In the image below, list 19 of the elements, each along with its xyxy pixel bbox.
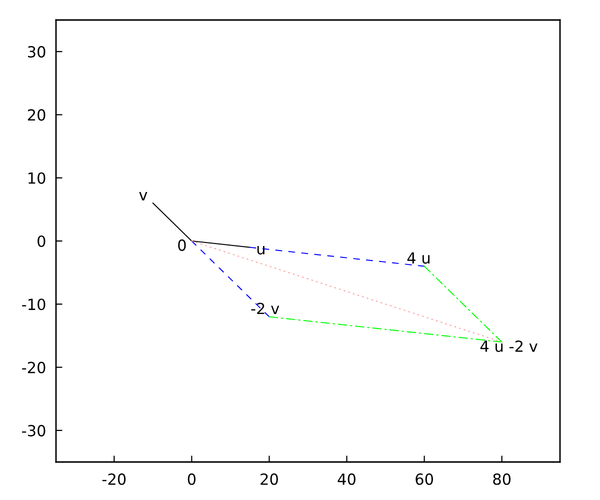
y-tick-label: 0 bbox=[38, 235, 46, 248]
x-tick-label: 40 bbox=[338, 473, 356, 485]
x-tick-label: 0 bbox=[188, 473, 196, 485]
annotation: 4 u -2 v bbox=[480, 340, 538, 352]
annotation: -2 v bbox=[251, 302, 280, 314]
y-tick-label: 10 bbox=[28, 172, 46, 184]
x-tick-label: 20 bbox=[260, 473, 278, 485]
annotation: v bbox=[139, 192, 148, 200]
y-tick-label: -20 bbox=[22, 362, 46, 374]
y-tick-label: 30 bbox=[28, 46, 46, 58]
annotation: 0 bbox=[178, 239, 186, 251]
x-tick-label: 80 bbox=[493, 473, 511, 485]
y-tick-label: 20 bbox=[28, 109, 46, 121]
annotation: u bbox=[257, 246, 264, 255]
x-tick-label: 60 bbox=[416, 473, 434, 485]
y-tick-label: -30 bbox=[22, 424, 46, 436]
y-tick-label: -10 bbox=[22, 298, 46, 310]
annotation: 4 u bbox=[407, 252, 430, 264]
x-tick-label: -20 bbox=[102, 473, 126, 485]
